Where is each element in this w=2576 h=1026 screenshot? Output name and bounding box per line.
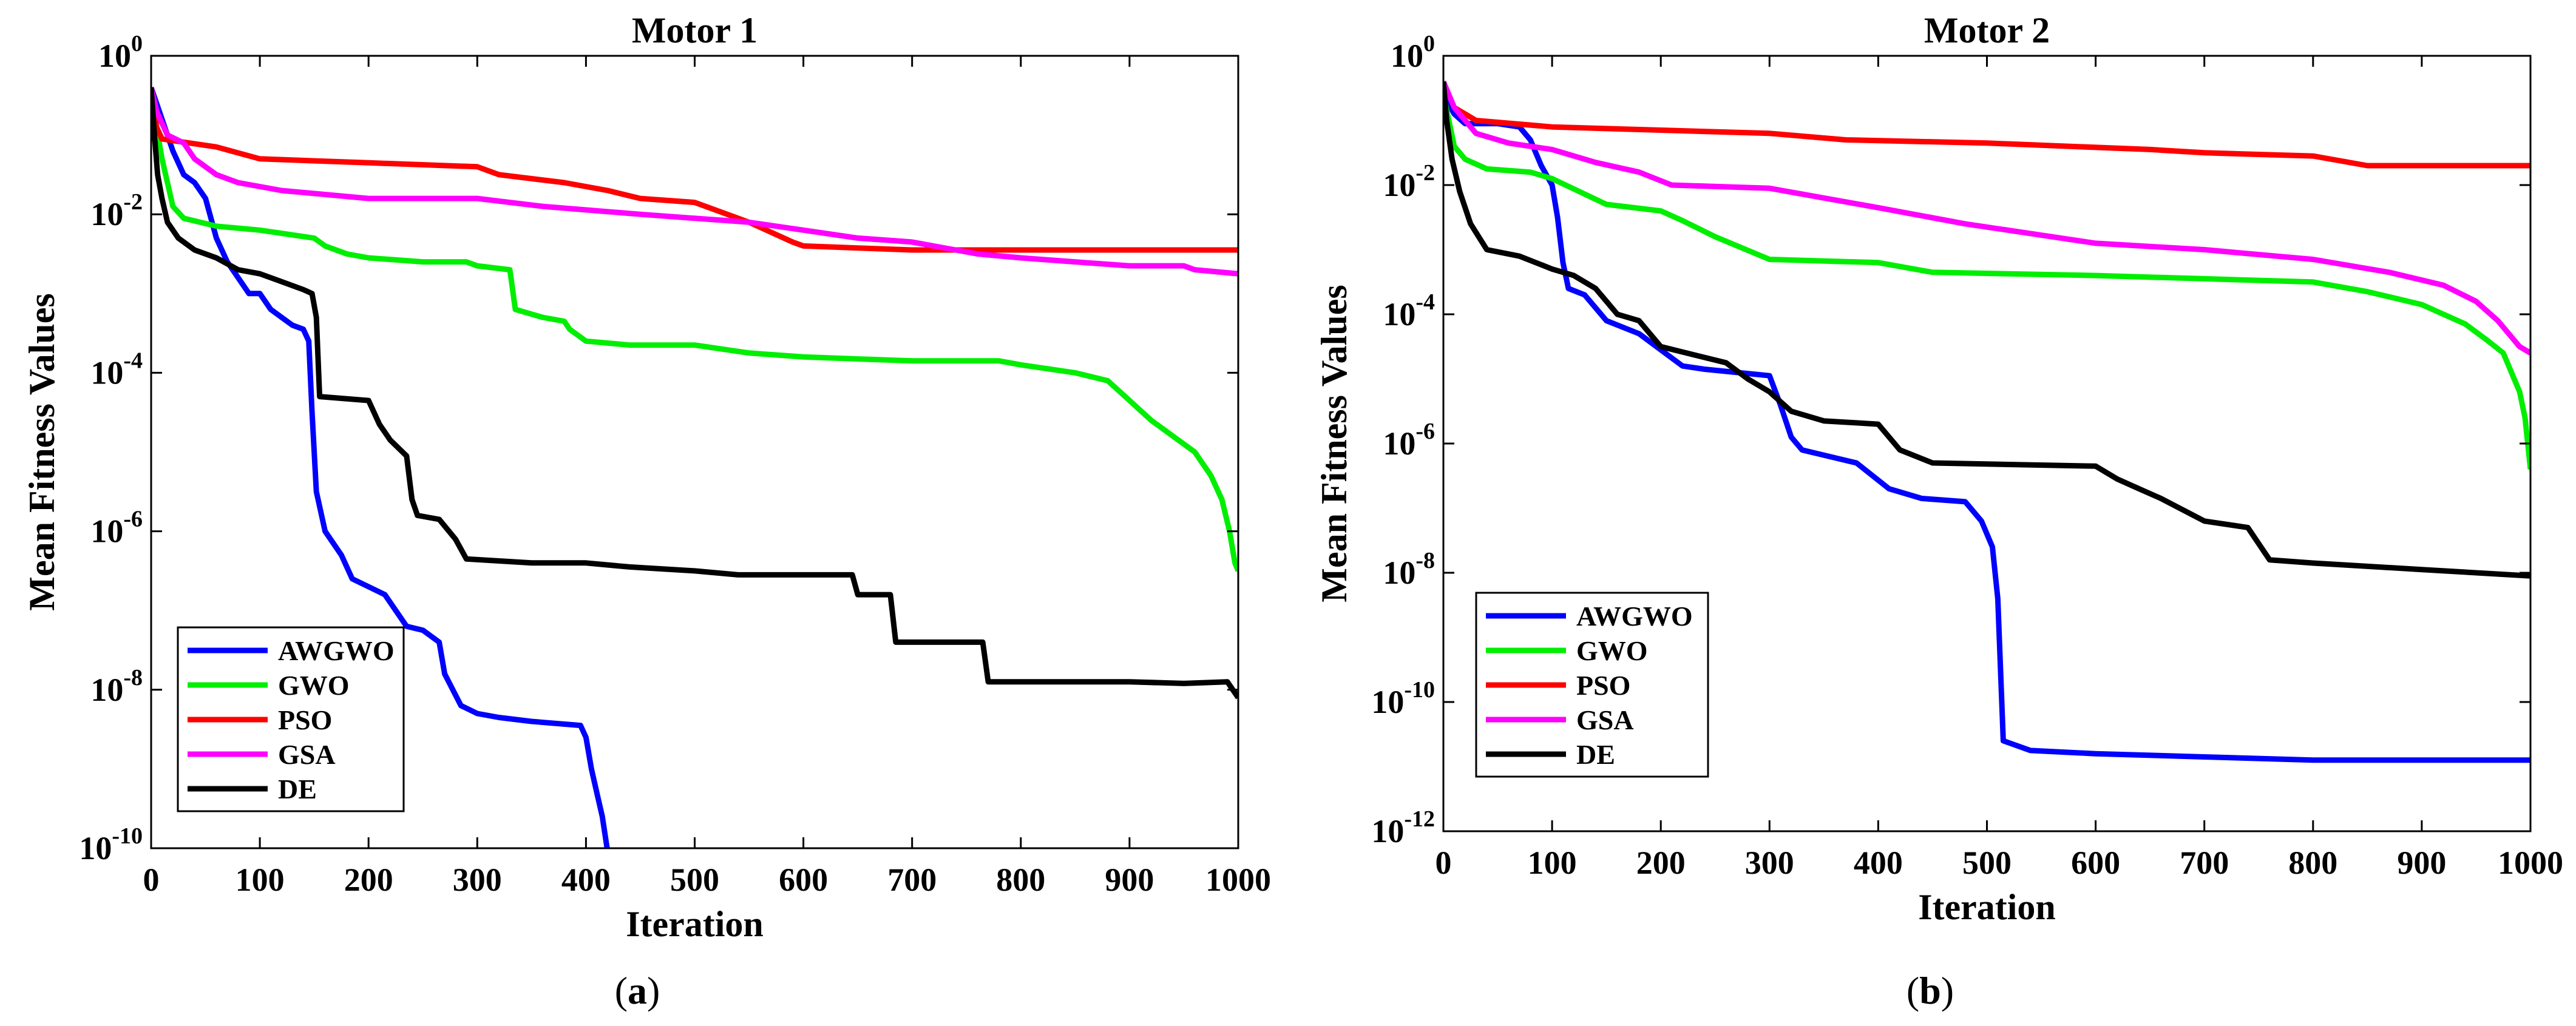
series-group: [1443, 80, 2530, 763]
series-line-pso: [151, 87, 1238, 253]
x-tick-label: 900: [2397, 845, 2446, 881]
x-tick-label: 1000: [2498, 845, 2563, 881]
x-tick-label: 100: [236, 862, 285, 898]
y-tick-label: 10-8: [1383, 548, 1435, 591]
series-line-gwo: [1443, 93, 2530, 470]
panel-label-b: (b): [1907, 969, 1954, 1012]
x-tick-label: 400: [561, 862, 611, 898]
x-tick-label: 600: [2071, 845, 2120, 881]
panel-label-a: (a): [615, 969, 660, 1012]
x-tick-label: 400: [1854, 845, 1903, 881]
y-tick-label: 10-4: [1383, 289, 1435, 332]
y-tick-label: 10-10: [79, 823, 143, 866]
y-tick-label: 10-2: [1383, 160, 1435, 203]
series-line-gsa: [151, 87, 1238, 277]
series-line-de: [151, 87, 1238, 700]
x-tick-label: 0: [143, 862, 160, 898]
legend-label-de: DE: [1576, 739, 1615, 770]
legend-label-gsa: GSA: [1576, 704, 1634, 735]
y-tick-label: 10-12: [1371, 806, 1435, 849]
x-tick-label: 900: [1105, 862, 1154, 898]
y-tick-label: 10-6: [1383, 419, 1435, 462]
x-axis-label: Iteration: [1918, 887, 2056, 927]
x-tick-label: 500: [1962, 845, 2012, 881]
y-tick-label: 10-4: [90, 348, 143, 391]
y-axis-label: Mean Fitness Values: [1314, 285, 1354, 602]
chart-motor-1: 0 100 200 300 400 500 600 700 800 900 1000 100 10-2 1…: [22, 10, 1271, 944]
y-tick-label: 100: [1391, 31, 1435, 74]
legend-label-gwo: GWO: [278, 670, 350, 701]
chart-motor-2: 0 100 200 300 400 500 600 700 800 900 1000 100 10-2 1…: [1314, 10, 2563, 927]
chart-title: Motor 1: [632, 10, 758, 50]
x-tick-label: 700: [2180, 845, 2229, 881]
y-tick-label: 10-6: [90, 507, 143, 550]
series-line-de: [1443, 81, 2530, 579]
legend-label-pso: PSO: [1576, 670, 1630, 701]
chart-title: Motor 2: [1924, 10, 2050, 50]
y-axis-label: Mean Fitness Values: [22, 293, 62, 610]
legend-label-gsa: GSA: [278, 739, 336, 770]
y-tick-label: 100: [98, 31, 143, 74]
y-tick-label: 10-8: [90, 665, 143, 708]
x-tick-label: 500: [670, 862, 719, 898]
y-tick-label: 10-2: [90, 189, 143, 232]
legend-label-awgwo: AWGWO: [1576, 601, 1693, 632]
series-line-pso: [1443, 80, 2530, 169]
x-tick-label: 1000: [1205, 862, 1271, 898]
x-tick-label: 800: [996, 862, 1045, 898]
x-axis-label: Iteration: [626, 904, 764, 944]
x-tick-label: 100: [1528, 845, 1577, 881]
x-tick-label: 600: [779, 862, 828, 898]
series-line-gwo: [151, 87, 1238, 572]
legend-label-de: DE: [278, 774, 317, 805]
x-tick-label: 300: [453, 862, 502, 898]
series-group: [151, 86, 1238, 848]
x-tick-label: 300: [1745, 845, 1794, 881]
x-tick-label: 0: [1435, 845, 1452, 881]
legend-label-pso: PSO: [278, 704, 332, 735]
y-tick-label: 10-10: [1371, 677, 1435, 720]
series-line-gsa: [1443, 80, 2530, 356]
legend-label-gwo: GWO: [1576, 635, 1648, 666]
x-tick-label: 200: [1636, 845, 1686, 881]
x-tick-label: 700: [887, 862, 937, 898]
legend-label-awgwo: AWGWO: [278, 635, 395, 666]
x-tick-label: 800: [2288, 845, 2337, 881]
x-tick-label: 200: [344, 862, 393, 898]
